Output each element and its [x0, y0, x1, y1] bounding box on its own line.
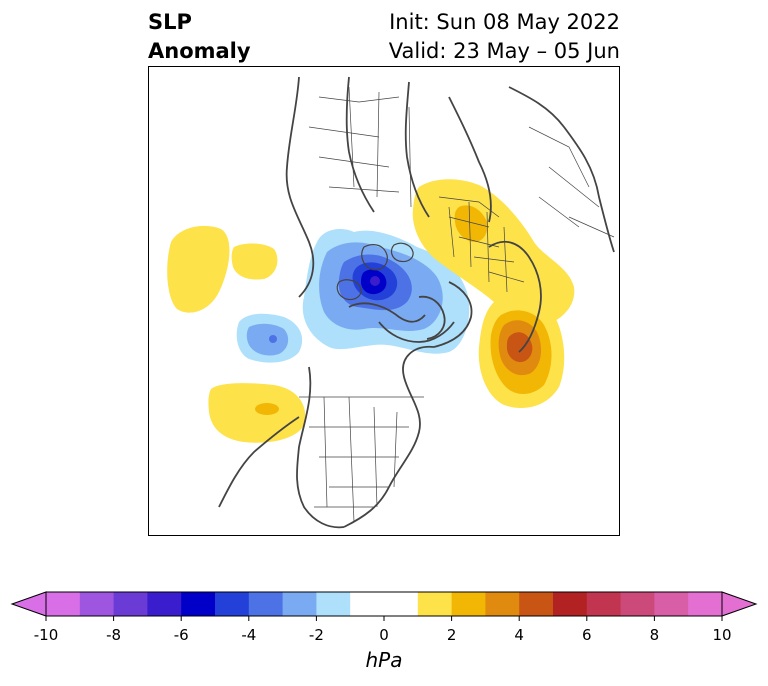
negative-anomaly-arctic	[302, 229, 470, 354]
title-line-1: SLP	[148, 10, 192, 34]
init-date-label: Init: Sun 08 May 2022	[389, 10, 620, 34]
colorbar-tick-label: -6	[173, 626, 189, 644]
colorbar-segment	[519, 592, 554, 616]
colorbar	[10, 591, 758, 621]
colorbar-segment	[485, 592, 520, 616]
colorbar-segment	[316, 592, 351, 616]
negative-anomaly-alaska	[236, 313, 303, 363]
map-panel	[148, 66, 620, 536]
colorbar-segment	[46, 592, 81, 616]
colorbar-extend-left	[10, 591, 47, 617]
colorbar-tick-label: 6	[582, 626, 592, 644]
title-line-2: Anomaly	[148, 39, 251, 63]
colorbar-segment	[282, 592, 317, 616]
colorbar-segment	[181, 592, 216, 616]
colorbar-tick-label: 4	[514, 626, 524, 644]
political-borders	[299, 86, 615, 523]
positive-anomaly-pacific-west	[167, 225, 278, 313]
map-title: SLP Anomaly	[148, 8, 251, 66]
colorbar-segments	[10, 591, 758, 617]
slp-anomaly-map	[167, 76, 615, 529]
colorbar-tick-label: -4	[241, 626, 257, 644]
colorbar-tick-label: 2	[446, 626, 457, 644]
colorbar-segment	[350, 592, 385, 616]
colorbar-segment	[451, 592, 486, 616]
colorbar-tick-label: -8	[106, 626, 122, 644]
colorbar-extend-right	[721, 591, 758, 617]
colorbar-unit-label: hPa	[365, 648, 403, 672]
valid-range-label: Valid: 23 May – 05 Jun	[388, 39, 620, 63]
date-info: Init: Sun 08 May 2022 Valid: 23 May – 05…	[389, 8, 620, 66]
colorbar-tick-label: 8	[649, 626, 660, 644]
colorbar-segment	[248, 592, 284, 616]
positive-anomaly-pacific-south	[208, 383, 306, 443]
colorbar-tick-label: -10	[33, 626, 59, 644]
colorbar-segment	[688, 592, 723, 616]
colorbar-segment	[620, 592, 655, 616]
colorbar-segment	[79, 592, 115, 616]
colorbar-segment	[147, 592, 182, 616]
colorbar-tick-label: -2	[308, 626, 324, 644]
colorbar-segment	[654, 592, 689, 616]
colorbar-tick-label: 0	[379, 626, 389, 644]
colorbar-ticks	[45, 616, 723, 621]
colorbar-segment	[553, 592, 588, 616]
positive-anomaly-siberia	[412, 179, 575, 326]
colorbar-segment	[215, 592, 250, 616]
positive-anomaly-atlantic	[478, 295, 565, 408]
coastlines	[218, 76, 615, 529]
colorbar-segment	[417, 592, 453, 616]
colorbar-tick-label: 10	[712, 626, 732, 644]
colorbar-segment	[113, 592, 148, 616]
colorbar-segment	[586, 592, 622, 616]
arctic-islands	[336, 242, 414, 301]
colorbar-segment	[384, 592, 419, 616]
